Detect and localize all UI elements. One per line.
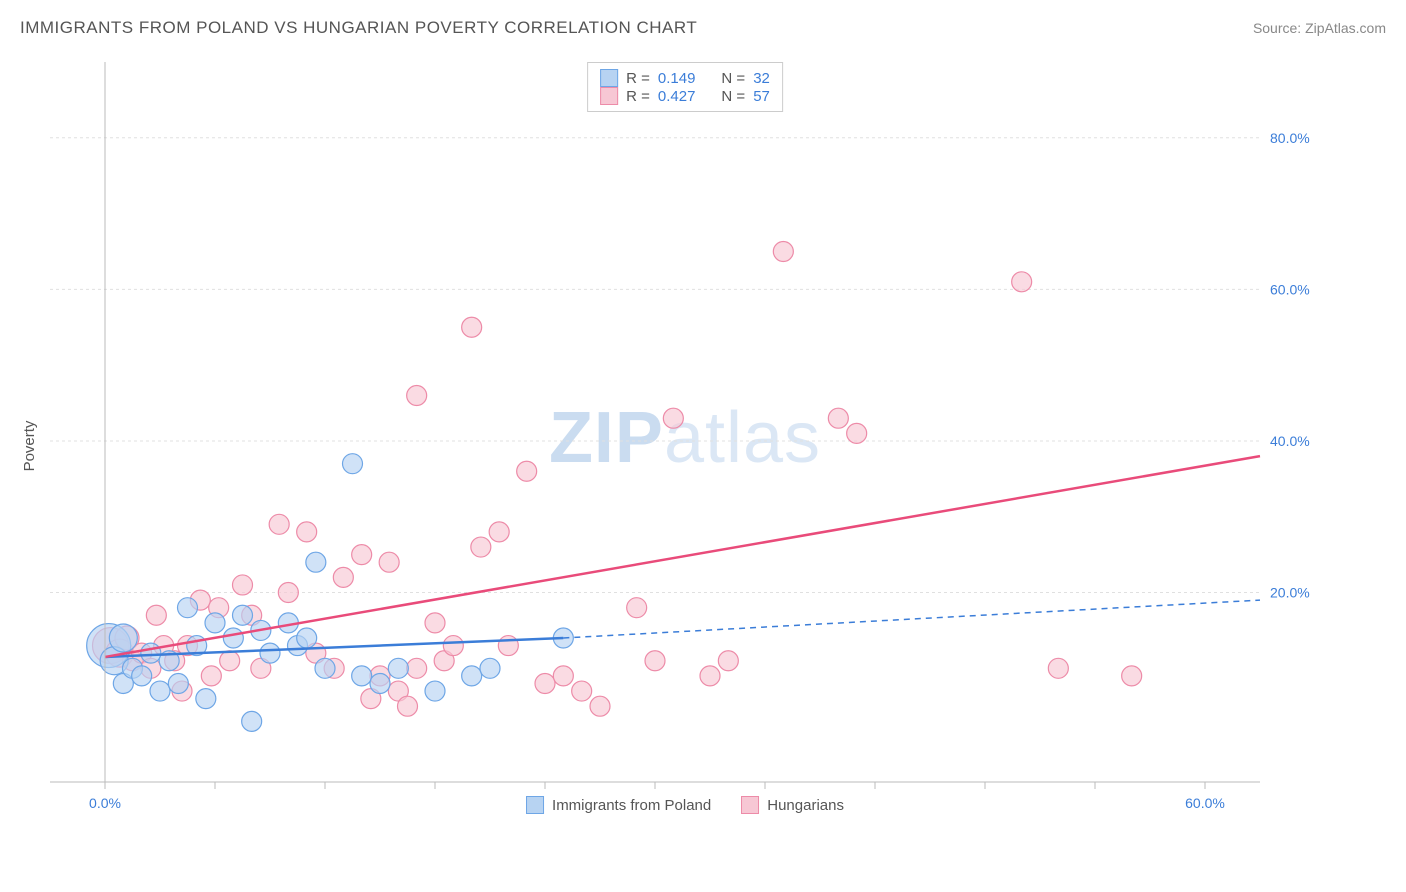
footer-legend-poland: Immigrants from Poland (526, 796, 711, 814)
stats-legend: R = 0.149 N = 32 R = 0.427 N = 57 (587, 62, 783, 112)
swatch-hungarians (600, 87, 618, 105)
footer-swatch-hungarians (741, 796, 759, 814)
stats-legend-row-poland: R = 0.149 N = 32 (600, 69, 770, 87)
footer-legend: Immigrants from Poland Hungarians (526, 796, 844, 814)
r-value-poland: 0.149 (658, 70, 696, 87)
svg-text:60.0%: 60.0% (1270, 281, 1310, 297)
footer-swatch-poland (526, 796, 544, 814)
source-label: Source: ZipAtlas.com (1253, 20, 1386, 36)
r-label: R = (626, 70, 650, 87)
footer-legend-hungarians: Hungarians (741, 796, 844, 814)
footer-label-hungarians: Hungarians (767, 797, 844, 814)
stats-legend-row-hungarians: R = 0.427 N = 57 (600, 87, 770, 105)
n-label: N = (721, 88, 745, 105)
n-label: N = (721, 70, 745, 87)
svg-text:40.0%: 40.0% (1270, 433, 1310, 449)
svg-text:60.0%: 60.0% (1185, 795, 1225, 811)
r-value-hungarians: 0.427 (658, 88, 696, 105)
chart-title: IMMIGRANTS FROM POLAND VS HUNGARIAN POVE… (20, 18, 697, 38)
y-axis-label: Poverty (21, 421, 38, 472)
footer-label-poland: Immigrants from Poland (552, 797, 711, 814)
svg-text:20.0%: 20.0% (1270, 585, 1310, 601)
swatch-poland (600, 69, 618, 87)
svg-text:0.0%: 0.0% (89, 795, 121, 811)
plot-area: ZIPatlas 20.0%40.0%60.0%80.0%0.0%60.0% R… (50, 62, 1320, 822)
chart-svg: 20.0% 40.0% 60.0% 80.0% 0.0% 60.0% (50, 62, 1320, 822)
svg-text:80.0%: 80.0% (1270, 130, 1310, 146)
n-value-poland: 32 (753, 70, 770, 87)
n-value-hungarians: 57 (753, 88, 770, 105)
r-label: R = (626, 88, 650, 105)
